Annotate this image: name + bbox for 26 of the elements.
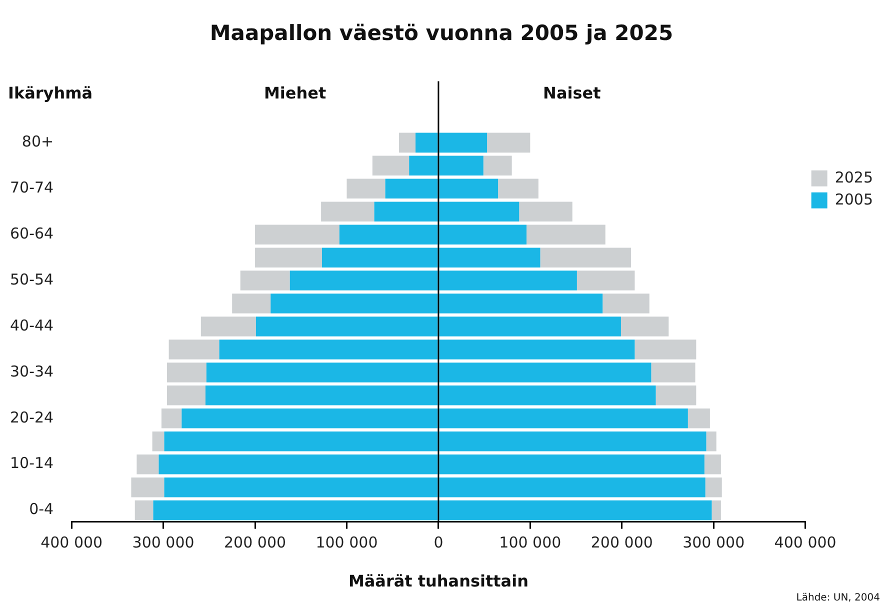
y-tick-label: 40-44 xyxy=(10,316,54,334)
x-tick-label: 0 xyxy=(434,534,444,552)
text: Lähde: UN, 2004 xyxy=(796,592,880,604)
x-tick-label: 100 000 xyxy=(499,534,562,552)
x-tick-label: 300 000 xyxy=(132,534,194,552)
x-tick-label: 300 000 xyxy=(682,534,745,552)
y-tick-label: 60-64 xyxy=(10,224,54,242)
y-tick-label: 0-4 xyxy=(29,500,54,518)
x-tick-label: 100 000 xyxy=(316,534,378,552)
x-axis-title: Määrät tuhansittain xyxy=(348,572,528,591)
x-tick-label: 200 000 xyxy=(224,534,286,552)
chart-title: Maapallon väestö vuonna 2005 ja 2025 xyxy=(210,21,674,46)
y-axis-title: Ikäryhmä xyxy=(8,83,93,102)
legend-label: 2005 xyxy=(834,190,874,208)
x-tick-label: 400 000 xyxy=(40,534,103,552)
y-tick-label: 10-14 xyxy=(10,454,54,472)
y-tick-label: 80+ xyxy=(22,132,54,151)
legend-label: 2025 xyxy=(834,168,874,186)
x-tick-label: 400 000 xyxy=(774,534,836,552)
text: Naiset xyxy=(543,83,602,102)
text: Miehet xyxy=(264,83,326,102)
y-tick-label: 30-34 xyxy=(10,362,54,380)
x-tick-label: 200 000 xyxy=(590,534,653,552)
y-tick-label: 50-54 xyxy=(10,270,54,288)
y-tick-label: 70-74 xyxy=(10,178,54,197)
y-tick-label: 20-24 xyxy=(10,408,54,426)
